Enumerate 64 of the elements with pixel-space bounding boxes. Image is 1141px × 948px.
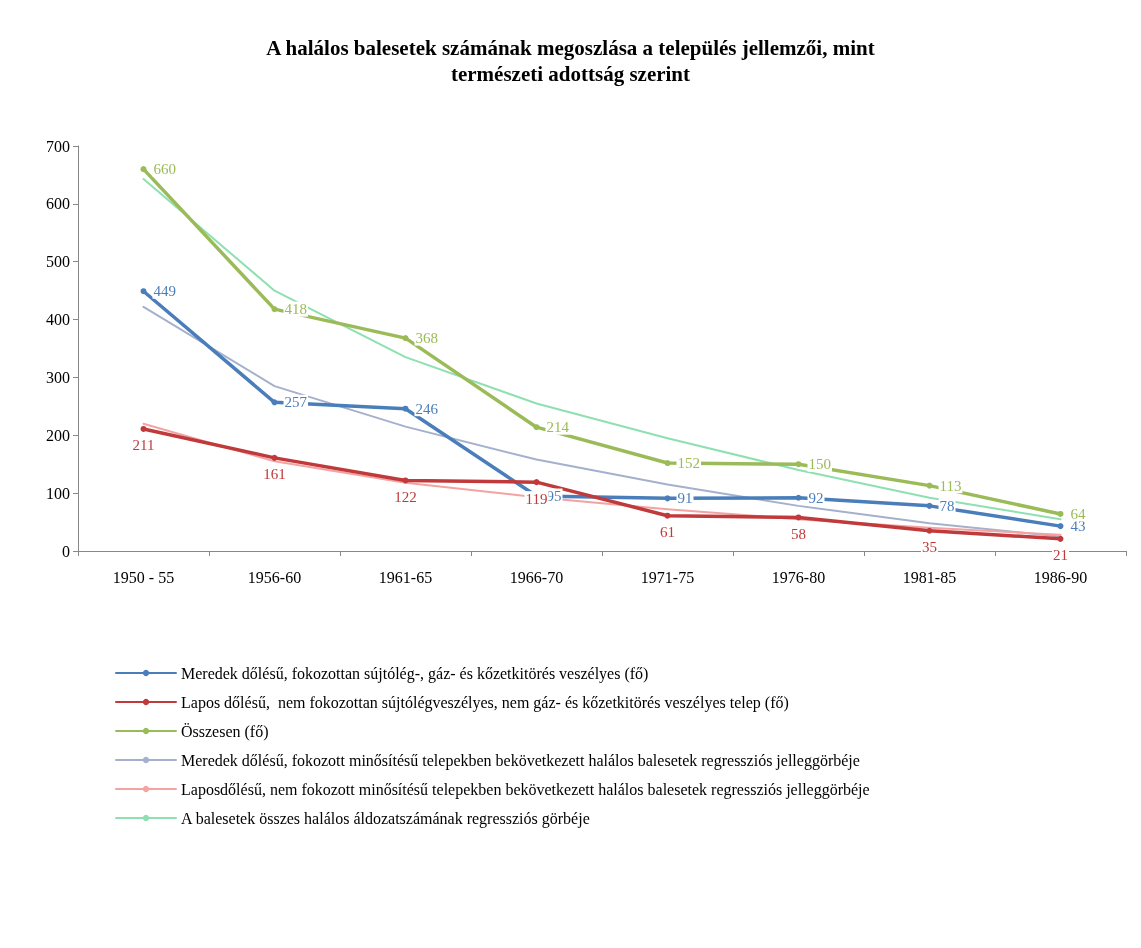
x-tick-label: 1981-85: [902, 568, 957, 586]
point: [271, 454, 278, 461]
x-tick-label: 1956-60: [247, 568, 302, 586]
data-label: 21: [1053, 547, 1068, 564]
y-tick-label: 200: [46, 426, 70, 444]
data-label: 257: [284, 394, 308, 411]
y-tick-label: 600: [46, 195, 70, 213]
point: [795, 461, 802, 468]
data-label: 211: [132, 437, 155, 454]
point: [533, 479, 540, 486]
point: [140, 288, 147, 295]
legend-label: A balesetek összes halálos áldozatszámának regressziós görbéje: [181, 809, 590, 828]
point: [1057, 523, 1064, 530]
y-tick-label: 300: [46, 368, 70, 386]
x-tick-label: 1971-75: [640, 568, 695, 586]
point: [664, 512, 671, 519]
y-tick-label: 100: [46, 484, 70, 502]
x-tick-label: 1961-65: [378, 568, 433, 586]
x-tick-label: 1986-90: [1033, 568, 1088, 586]
data-label: 122: [394, 488, 417, 505]
chart-title: A halálos balesetek számának megoszlása a település jellemzői, mint természeti adottság szerint: [266, 36, 875, 86]
data-label: 214: [546, 419, 570, 436]
point: [795, 494, 802, 501]
legend-label: Összesen (fő): [181, 722, 269, 741]
data-label: 64: [1070, 505, 1086, 522]
data-label: 35: [922, 539, 937, 556]
point: [795, 514, 802, 521]
point: [664, 460, 671, 467]
data-label: 246: [415, 400, 439, 417]
data-label: 61: [660, 524, 675, 541]
data-label: 150: [808, 456, 831, 473]
legend-label: Lapos dőlésű, nem fokozottan sújtólégveszélyes, nem gáz- és kőzetkitörés veszélyes telep (fő): [181, 693, 789, 712]
data-label: 58: [791, 525, 806, 542]
y-tick-label: 400: [46, 311, 70, 329]
point: [271, 399, 278, 406]
point: [1057, 535, 1064, 542]
point: [271, 306, 278, 313]
legend-label: Meredek dőlésű, fokozottan sújtólég-, gáz- és kőzetkitörés veszélyes (fő): [181, 664, 649, 683]
legend-label: Meredek dőlésű, fokozott minősítésű telepekben bekövetkezett halálos balesetek regressziós jelleggörbéje: [181, 751, 860, 770]
point: [402, 477, 409, 484]
y-tick-label: 700: [46, 137, 70, 155]
x-tick-label: 1950 - 55: [112, 568, 175, 586]
point: [1057, 510, 1064, 517]
point: [533, 424, 540, 431]
data-label: 660: [153, 161, 176, 178]
data-label: 418: [284, 301, 307, 318]
data-label: 92: [808, 489, 824, 506]
y-tick-label: 500: [46, 253, 70, 271]
point: [926, 527, 933, 534]
data-label: 368: [415, 330, 438, 347]
data-label: 161: [263, 466, 286, 483]
point: [140, 166, 147, 173]
data-label: 152: [677, 455, 700, 472]
data-label: 78: [939, 497, 955, 514]
data-label: 449: [153, 283, 176, 300]
data-label: 113: [939, 477, 962, 494]
y-tick-label: 0: [62, 542, 70, 560]
point: [402, 335, 409, 342]
point: [140, 425, 147, 432]
data-label: 91: [677, 490, 693, 507]
point: [926, 502, 933, 509]
legend-label: Laposdőlésű, nem fokozott minősítésű telepekben bekövetkezett halálos balesetek regressziós jelleggörbéje: [181, 780, 870, 799]
x-tick-label: 1976-80: [771, 568, 826, 586]
x-tick-label: 1966-70: [509, 568, 564, 586]
